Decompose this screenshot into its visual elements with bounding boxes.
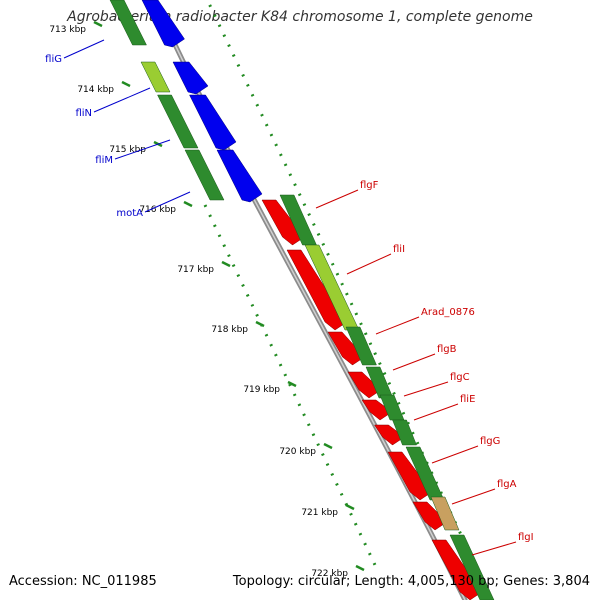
forward-gene-leader: [63, 39, 105, 59]
scale-tick-label: 713 kbp: [49, 25, 86, 35]
forward-gene-leader: [93, 87, 151, 113]
forward-gene-label[interactable]: fliG: [45, 54, 62, 65]
forward-gene-label[interactable]: fliN: [75, 108, 92, 119]
forward-gene-label[interactable]: motA: [116, 208, 143, 219]
genome-stats: Topology: circular; Length: 4,005,130 bp…: [232, 574, 590, 589]
scale-tick-label: 716 kbp: [139, 205, 176, 215]
reverse-gene-label[interactable]: fliI: [393, 244, 405, 255]
forward-gene-arrow[interactable]: [189, 94, 237, 151]
reverse-gene-leader: [392, 353, 436, 371]
scale-tick-label: 717 kbp: [177, 265, 214, 275]
scale-tick: [323, 442, 333, 450]
reverse-gene-label[interactable]: fliE: [460, 394, 475, 405]
reverse-gene-arrow[interactable]: [361, 399, 393, 421]
reverse-gene-leader: [375, 316, 420, 335]
scale-tick-label: 715 kbp: [109, 145, 146, 155]
scale-tick: [255, 320, 265, 328]
reverse-gene-label[interactable]: flgI: [518, 532, 534, 543]
reverse-cds-block[interactable]: [345, 326, 377, 366]
reverse-gene-arrow[interactable]: [286, 249, 348, 331]
scale-tick: [121, 80, 131, 88]
reverse-gene-leader: [315, 189, 359, 209]
reverse-gene-leader: [431, 445, 479, 464]
inner-dotted-ring: [203, 204, 377, 566]
reverse-cds-block[interactable]: [392, 419, 417, 446]
accession-label: Accession: NC_011985: [9, 574, 157, 589]
reverse-gene-label[interactable]: flgB: [437, 344, 457, 355]
outer-dotted-ring: [205, 0, 494, 600]
reverse-gene-leader: [346, 253, 392, 275]
reverse-gene-arrow[interactable]: [347, 371, 382, 399]
scale-tick-label: 720 kbp: [279, 447, 316, 457]
reverse-gene-arrow[interactable]: [261, 199, 305, 246]
scale-tick: [355, 564, 365, 572]
forward-cds-block[interactable]: [140, 61, 171, 93]
map-title: Agrobacterium radiobacter K84 chromosome…: [67, 9, 533, 25]
reverse-gene-arrow[interactable]: [387, 451, 433, 501]
reverse-gene-arrow[interactable]: [431, 539, 483, 600]
forward-gene-arrow[interactable]: [172, 61, 209, 95]
scale-tick-label: 719 kbp: [243, 385, 280, 395]
scale-tick: [93, 20, 103, 28]
forward-cds-block[interactable]: [109, 0, 147, 46]
reverse-gene-arrow[interactable]: [412, 501, 448, 531]
scale-tick: [345, 503, 355, 511]
reverse-gene-label[interactable]: Arad_0876: [421, 307, 475, 318]
scale-tick-label: 721 kbp: [301, 508, 338, 518]
reverse-gene-leader: [451, 488, 496, 505]
reverse-gene-arrow[interactable]: [327, 331, 365, 366]
reverse-gene-leader: [403, 381, 449, 397]
reverse-gene-label[interactable]: flgA: [497, 479, 517, 490]
scale-tick: [183, 200, 193, 208]
scale-tick-label: 718 kbp: [211, 325, 248, 335]
forward-gene-label[interactable]: fliM: [95, 155, 113, 166]
reverse-gene-label[interactable]: flgF: [360, 180, 379, 191]
reverse-cds-block[interactable]: [430, 496, 460, 531]
forward-cds-block[interactable]: [157, 94, 199, 149]
forward-gene-leader: [144, 191, 191, 213]
reverse-cds-block[interactable]: [449, 534, 495, 600]
forward-gene-arrow[interactable]: [216, 149, 263, 203]
forward-gene-arrow[interactable]: [141, 0, 185, 48]
forward-cds-block[interactable]: [184, 149, 225, 201]
forward-gene-leader: [114, 139, 171, 160]
reverse-gene-arrow[interactable]: [374, 424, 405, 446]
reverse-gene-label[interactable]: flgC: [450, 372, 470, 383]
scale-tick: [287, 380, 297, 388]
reverse-gene-leader: [471, 541, 517, 556]
genome-backbone-highlight: [153, 0, 466, 600]
reverse-gene-leader: [413, 403, 459, 421]
scale-tick: [221, 260, 231, 268]
reverse-gene-label[interactable]: flgG: [480, 436, 500, 447]
scale-tick-label: 722 kbp: [311, 569, 348, 579]
scale-tick-label: 714 kbp: [77, 85, 114, 95]
